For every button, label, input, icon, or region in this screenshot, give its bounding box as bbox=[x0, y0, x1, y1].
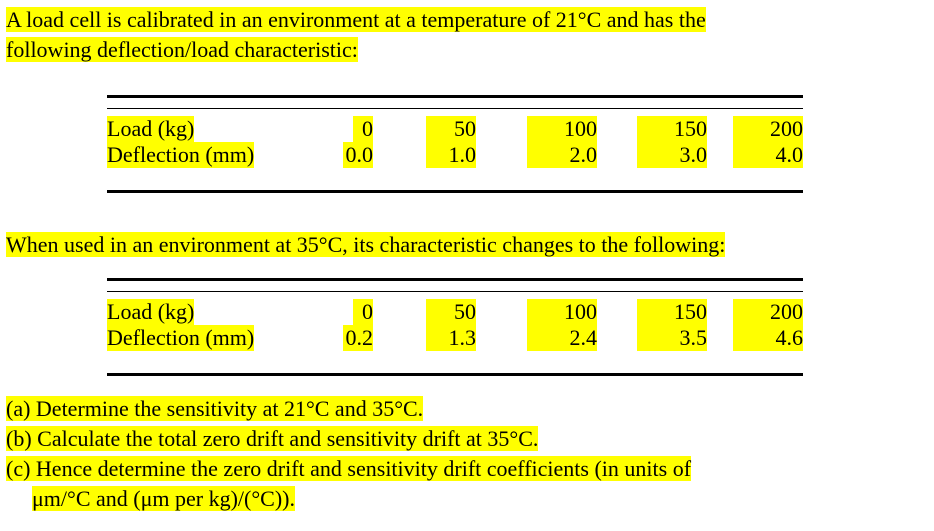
cell-value: 0 bbox=[353, 116, 373, 142]
calibration-table-35c: Load (kg) 0 50 100 150 200 Deflection (m… bbox=[107, 278, 803, 376]
cell-value: 0 bbox=[353, 299, 373, 325]
question-a: (a) Determine the sensitivity at 21°C an… bbox=[6, 394, 926, 424]
cell-value: 0.2 bbox=[343, 325, 373, 351]
cell-value: 3.0 bbox=[637, 142, 707, 168]
table-rule bbox=[107, 291, 803, 292]
cell-value: 150 bbox=[637, 116, 707, 142]
cell-value: 3.5 bbox=[637, 325, 707, 351]
intro-paragraph: A load cell is calibrated in an environm… bbox=[6, 5, 926, 65]
row-label: Load (kg) bbox=[107, 116, 195, 142]
question-c: (c) Hence determine the zero drift and s… bbox=[6, 454, 926, 484]
cell-value: 200 bbox=[733, 299, 803, 325]
cell-value: 4.6 bbox=[733, 325, 803, 351]
cell-value: 100 bbox=[527, 299, 597, 325]
question-c-text-line-1: (c) Hence determine the zero drift and s… bbox=[6, 456, 692, 481]
table-row-load: Load (kg) 0 50 100 150 200 bbox=[107, 299, 803, 325]
question-b-text: (b) Calculate the total zero drift and s… bbox=[6, 426, 539, 451]
cell-value: 2.0 bbox=[527, 142, 597, 168]
cell-value: 50 bbox=[426, 299, 476, 325]
middle-paragraph: When used in an environment at 35°C, its… bbox=[6, 230, 926, 260]
row-label: Load (kg) bbox=[107, 299, 195, 325]
cell-value: 2.4 bbox=[527, 325, 597, 351]
question-c-text-line-2: μm/°C and (μm per kg)/(°C)). bbox=[32, 486, 295, 511]
question-b: (b) Calculate the total zero drift and s… bbox=[6, 424, 926, 454]
intro-line-2: following deflection/load characteristic… bbox=[6, 37, 358, 62]
question-a-text: (a) Determine the sensitivity at 21°C an… bbox=[6, 396, 424, 421]
middle-text: When used in an environment at 35°C, its… bbox=[6, 232, 726, 257]
table-row-deflection: Deflection (mm) 0.2 1.3 2.4 3.5 4.6 bbox=[107, 325, 803, 351]
cell-value: 4.0 bbox=[733, 142, 803, 168]
cell-value: 1.0 bbox=[426, 142, 476, 168]
cell-value: 200 bbox=[733, 116, 803, 142]
calibration-table-21c: Load (kg) 0 50 100 150 200 Deflection (m… bbox=[107, 95, 803, 193]
cell-value: 100 bbox=[527, 116, 597, 142]
row-label: Deflection (mm) bbox=[107, 325, 255, 351]
table-rule bbox=[107, 108, 803, 109]
question-c-continued: μm/°C and (μm per kg)/(°C)). bbox=[32, 484, 934, 514]
intro-line-1: A load cell is calibrated in an environm… bbox=[6, 7, 706, 32]
cell-value: 1.3 bbox=[426, 325, 476, 351]
table-row-load: Load (kg) 0 50 100 150 200 bbox=[107, 116, 803, 142]
table-row-deflection: Deflection (mm) 0.0 1.0 2.0 3.0 4.0 bbox=[107, 142, 803, 168]
cell-value: 150 bbox=[637, 299, 707, 325]
row-label: Deflection (mm) bbox=[107, 142, 255, 168]
cell-value: 0.0 bbox=[343, 142, 373, 168]
cell-value: 50 bbox=[426, 116, 476, 142]
